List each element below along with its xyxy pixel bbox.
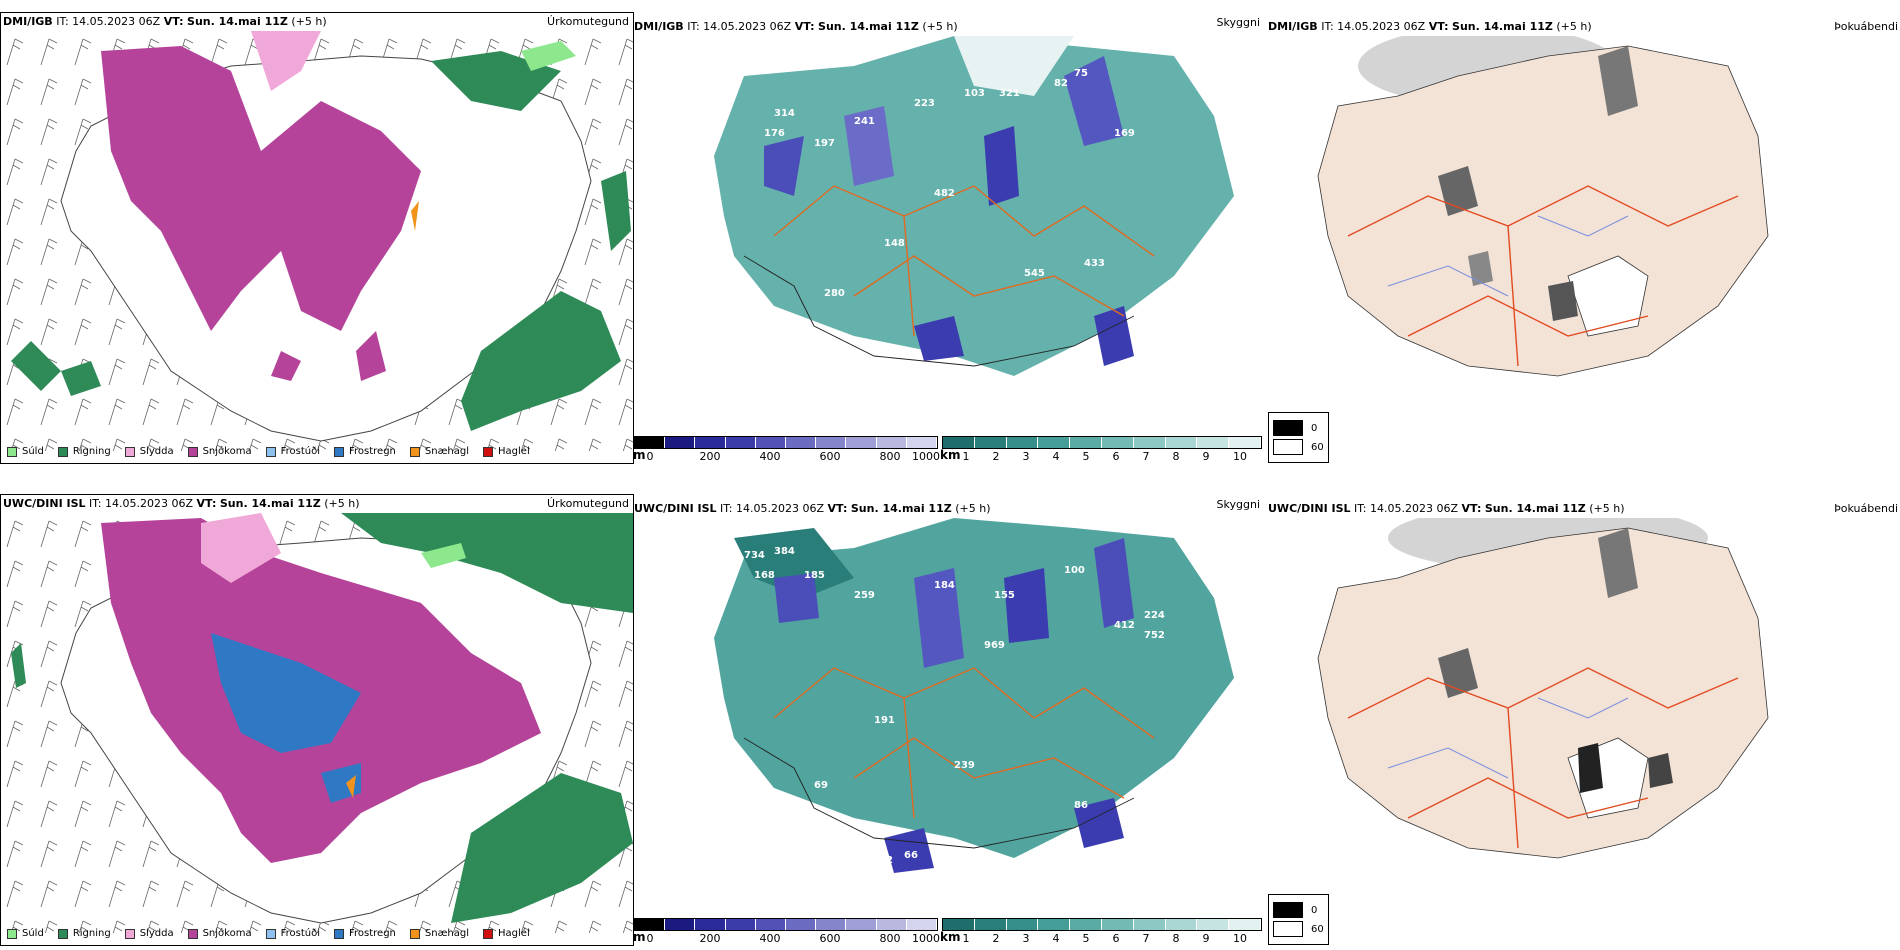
precip-type-legend: Súld Rigning Slydda Snjókoma Frostúði Fr… [7, 928, 530, 939]
precip-map [1, 513, 633, 933]
lead-time: (+5 h) [291, 15, 327, 28]
legend-item-sleet: Slydda [124, 446, 174, 457]
svg-text:223: 223 [914, 98, 935, 109]
svg-text:148: 148 [884, 238, 905, 249]
legend-item-freezing-rain: Frostregn [334, 446, 396, 457]
legend-item-drizzle: Súld [7, 446, 44, 457]
svg-text:155: 155 [994, 590, 1015, 601]
panel-title: Þokuábendi [1834, 20, 1898, 33]
svg-text:224: 224 [1144, 610, 1165, 621]
svg-text:752: 752 [1144, 630, 1165, 641]
fog-map [1317, 36, 1769, 377]
svg-text:72: 72 [879, 855, 893, 866]
fog-legend: 0 60 [1268, 412, 1329, 463]
svg-text:75: 75 [1074, 68, 1088, 79]
svg-text:100: 100 [1064, 565, 1085, 576]
fog-panel-1: DMI/IGB IT: 14.05.2023 06Z VT: Sun. 14.m… [1268, 12, 1900, 464]
panel-header: DMI/IGB IT: 14.05.2023 06Z VT: Sun. 14.m… [1268, 20, 1592, 33]
svg-text:241: 241 [854, 116, 875, 127]
precip-type-legend: Súld Rigning Slydda Snjókoma Frostúði Fr… [7, 446, 530, 457]
visibility-map: 314 176 197 241 223 103 321 82 75 169 482 148 28… [714, 36, 1234, 376]
panel-header: DMI/IGB IT: 14.05.2023 06Z VT: Sun. 14.m… [634, 20, 958, 33]
svg-text:412: 412 [1114, 620, 1135, 631]
svg-text:184: 184 [934, 580, 955, 591]
visibility-panel-2: UWC/DINI ISL IT: 14.05.2023 06Z VT: Sun.… [634, 494, 1268, 946]
precip-type-panel-2: UWC/DINI ISL IT: 14.05.2023 06Z VT: Sun.… [0, 494, 634, 946]
legend-item-snow: Snjókoma [187, 446, 252, 457]
precip-map [1, 31, 633, 451]
svg-text:545: 545 [1024, 268, 1045, 279]
svg-text:168: 168 [754, 570, 775, 581]
panel-title: Skyggni [1216, 498, 1260, 511]
legend-item-snow-pellets: Snæhagl [409, 446, 469, 457]
svg-text:321: 321 [999, 88, 1020, 99]
valid-time: Sun. 14.mai 11Z [187, 15, 288, 28]
svg-text:191: 191 [874, 715, 895, 726]
road-network [773, 185, 1155, 337]
svg-text:82: 82 [1054, 78, 1068, 89]
lead-time: (+5 h) [324, 497, 360, 510]
ceiling-colorbar: 0 200 400 600 800 1000 m [634, 436, 940, 463]
init-time: 14.05.2023 06Z [72, 15, 161, 28]
legend-item-rain: Rigning [57, 928, 111, 939]
visibility-colorbar: 1 2 3 4 5 6 7 8 9 10 km [940, 436, 1262, 463]
legend-item-freezing-drizzle: Frostúði [265, 928, 320, 939]
svg-text:239: 239 [954, 760, 975, 771]
legend-item-sleet: Slydda [124, 928, 174, 939]
panel-header: UWC/DINI ISL IT: 14.05.2023 06Z VT: Sun.… [634, 502, 991, 515]
fog-map [1317, 518, 1769, 859]
fog-legend: 0 60 [1268, 894, 1329, 945]
legend-item-snow-pellets: Snæhagl [409, 928, 469, 939]
svg-text:482: 482 [934, 188, 955, 199]
panel-title: Skyggni [1216, 16, 1260, 29]
svg-text:78: 78 [904, 348, 918, 359]
svg-text:66: 66 [904, 850, 918, 861]
precip-type-panel-1: DMI/IGB IT: 14.05.2023 06Z VT: Sun. 14.m… [0, 12, 634, 464]
panel-title: Úrkomutegund [547, 15, 629, 28]
legend-item-hail: Haglél [483, 928, 530, 939]
legend-item-hail: Haglél [483, 446, 530, 457]
legend-item-snow: Snjókoma [187, 928, 252, 939]
panel-title: Þokuábendi [1834, 502, 1898, 515]
svg-text:314: 314 [774, 108, 795, 119]
valid-time: Sun. 14.mai 11Z [219, 497, 321, 510]
svg-text:103: 103 [874, 358, 895, 369]
svg-text:169: 169 [1114, 128, 1135, 139]
legend-item-rain: Rigning [57, 446, 111, 457]
panel-header: UWC/DINI ISL IT: 14.05.2023 06Z VT: Sun.… [1268, 502, 1625, 515]
svg-text:103: 103 [964, 88, 985, 99]
svg-text:176: 176 [764, 128, 785, 139]
svg-text:280: 280 [824, 288, 845, 299]
model-name: UWC/DINI ISL [3, 497, 86, 510]
panel-header: UWC/DINI ISL IT: 14.05.2023 06Z VT: Sun.… [3, 497, 360, 510]
ceiling-colorbar: 0 200 400 600 800 1000 m [634, 918, 940, 945]
panel-title: Úrkomutegund [547, 497, 629, 510]
svg-text:86: 86 [1074, 800, 1088, 811]
legend-item-freezing-drizzle: Frostúði [265, 446, 320, 457]
panel-header: DMI/IGB IT: 14.05.2023 06Z VT: Sun. 14.m… [3, 15, 327, 28]
visibility-panel-1: DMI/IGB IT: 14.05.2023 06Z VT: Sun. 14.m… [634, 12, 1268, 464]
visibility-colorbar: 1 2 3 4 5 6 7 8 9 10 km [940, 918, 1262, 945]
legend-item-freezing-rain: Frostregn [334, 928, 396, 939]
fog-panel-2: UWC/DINI ISL IT: 14.05.2023 06Z VT: Sun.… [1268, 494, 1900, 946]
svg-text:433: 433 [1084, 258, 1105, 269]
init-time: 14.05.2023 06Z [105, 497, 194, 510]
svg-text:384: 384 [774, 546, 795, 557]
svg-text:259: 259 [854, 590, 875, 601]
model-name: DMI/IGB [3, 15, 53, 28]
svg-text:731: 731 [784, 328, 805, 339]
svg-text:734: 734 [744, 550, 765, 561]
svg-text:69: 69 [814, 780, 828, 791]
svg-text:969: 969 [984, 640, 1005, 651]
svg-text:197: 197 [814, 138, 835, 149]
legend-item-drizzle: Súld [7, 928, 44, 939]
svg-text:185: 185 [804, 570, 825, 581]
